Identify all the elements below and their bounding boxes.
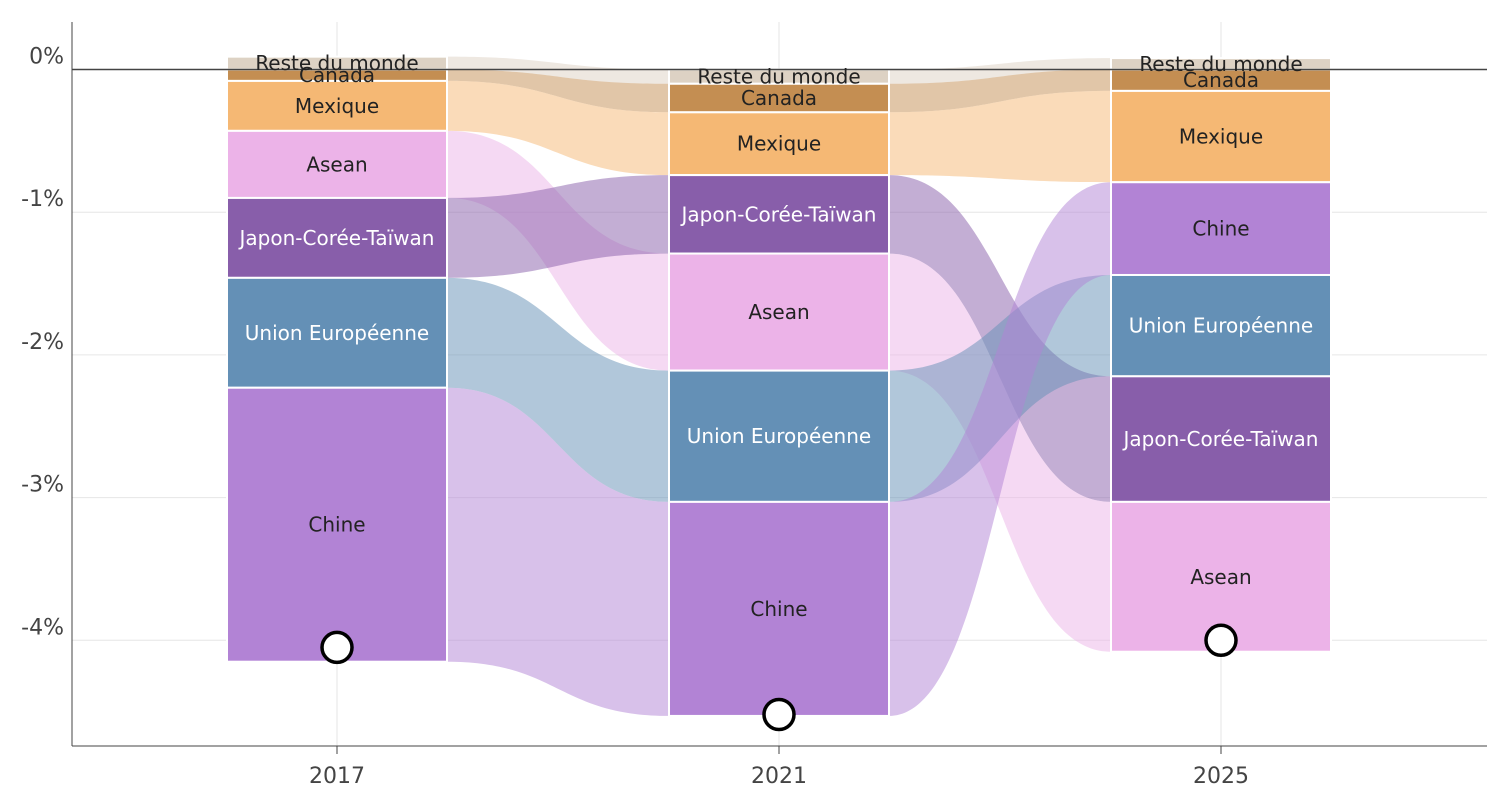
segment-labels: Reste du mondeCanadaMexiqueAseanJapon-Co… — [238, 51, 1319, 621]
ribbon-canada — [889, 69, 1111, 113]
bar-segment-japon-coree-taiwan[interactable] — [1110, 375, 1332, 503]
segment-label-union-europeenne: Union Européenne — [687, 424, 871, 448]
bar-segment-union-europeenne[interactable] — [1110, 273, 1332, 378]
total-marker[interactable] — [320, 630, 354, 665]
y-tick-label: 0% — [29, 45, 64, 70]
ribbon-canada — [447, 69, 669, 113]
ribbon-reste-du-monde — [889, 58, 1111, 84]
flow-ribbons — [447, 56, 1111, 716]
segment-label-japon-coree-taiwan: Japon-Corée-Taïwan — [1122, 427, 1319, 451]
stacked-bars — [226, 55, 1332, 717]
total-marker[interactable] — [1204, 623, 1238, 658]
segment-label-union-europeenne: Union Européenne — [1129, 314, 1313, 338]
segment-label-japon-coree-taiwan: Japon-Corée-Taïwan — [680, 202, 877, 226]
axes: 0% -1% -2% -3% -4% 2017 2021 2025 — [21, 22, 1487, 789]
ribbon-chine — [889, 182, 1111, 716]
segment-label-mexique: Mexique — [295, 94, 379, 118]
segment-label-chine: Chine — [1192, 217, 1249, 241]
bar-segment-chine[interactable] — [1110, 181, 1332, 276]
segment-label-canada: Canada — [299, 63, 375, 87]
ribbon-mexique — [889, 90, 1111, 183]
segment-label-canada: Canada — [741, 86, 817, 110]
ribbon-japon-coree-taiwan — [447, 175, 669, 278]
bar-segment-asean[interactable] — [1110, 500, 1332, 653]
x-tick-label: 2025 — [1193, 764, 1249, 789]
bar-segment-mexique[interactable] — [668, 111, 890, 177]
ribbon-mexique — [447, 80, 669, 176]
segment-label-japon-coree-taiwan: Japon-Corée-Taïwan — [238, 226, 435, 250]
segment-label-union-europeenne: Union Européenne — [245, 321, 429, 345]
bar-segment-union-europeenne[interactable] — [226, 276, 448, 389]
ribbon-union-europeenne — [447, 277, 669, 502]
segment-label-asean: Asean — [1190, 565, 1251, 589]
ribbon-chine — [447, 387, 669, 716]
bar-segment-japon-coree-taiwan[interactable] — [226, 196, 448, 279]
y-tick-label: -4% — [21, 615, 64, 640]
total-marker[interactable] — [762, 697, 796, 732]
bar-segment-asean[interactable] — [226, 129, 448, 199]
bar-segment-union-europeenne[interactable] — [668, 369, 890, 503]
bar-segment-mexique[interactable] — [226, 79, 448, 132]
bar-segment-mexique[interactable] — [1110, 89, 1332, 184]
x-tick-label: 2017 — [309, 764, 365, 789]
y-tick-label: -3% — [21, 473, 64, 498]
segment-label-chine: Chine — [750, 597, 807, 621]
bar-segment-asean[interactable] — [668, 252, 890, 372]
y-tick-label: -2% — [21, 330, 64, 355]
x-tick-label: 2021 — [751, 764, 807, 789]
segment-label-reste-du-monde: Reste du monde — [697, 65, 860, 89]
segment-label-canada: Canada — [1183, 68, 1259, 92]
bar-segment-chine[interactable] — [668, 500, 890, 717]
y-tick-label: -1% — [21, 187, 64, 212]
segment-label-chine: Chine — [308, 513, 365, 537]
segment-label-asean: Asean — [748, 300, 809, 324]
total-markers — [320, 623, 1238, 732]
segment-label-mexique: Mexique — [737, 132, 821, 156]
bar-segment-chine[interactable] — [226, 386, 448, 663]
segment-label-reste-du-monde: Reste du monde — [255, 51, 418, 75]
segment-label-mexique: Mexique — [1179, 125, 1263, 149]
segment-label-reste-du-monde: Reste du monde — [1139, 52, 1302, 76]
segment-label-asean: Asean — [306, 152, 367, 176]
